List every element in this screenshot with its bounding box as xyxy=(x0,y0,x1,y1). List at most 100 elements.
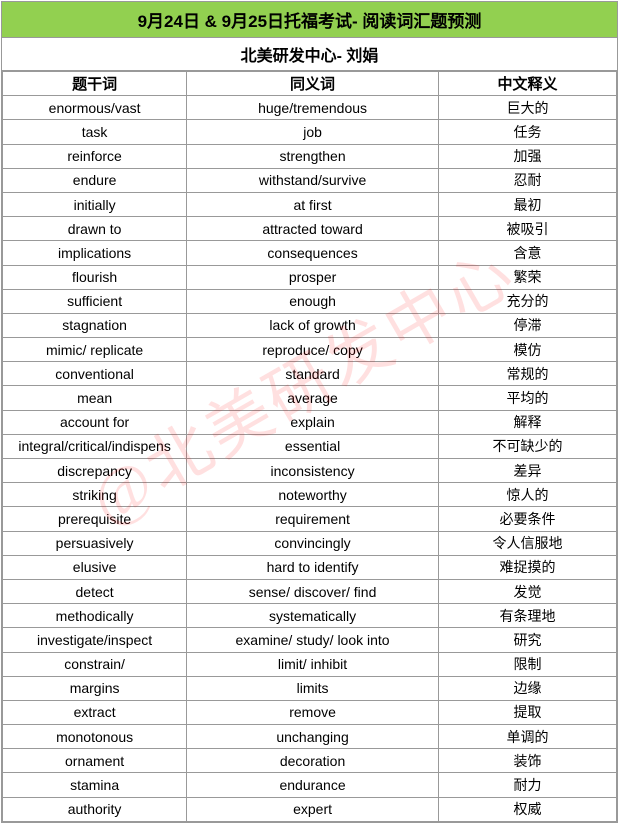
chinese-cell: 平均的 xyxy=(438,386,616,410)
term-cell: implications xyxy=(3,241,187,265)
term-cell: sufficient xyxy=(3,289,187,313)
term-cell: initially xyxy=(3,192,187,216)
synonym-cell: decoration xyxy=(187,749,439,773)
chinese-cell: 权威 xyxy=(438,797,616,821)
chinese-cell: 惊人的 xyxy=(438,483,616,507)
chinese-cell: 充分的 xyxy=(438,289,616,313)
synonym-cell: hard to identify xyxy=(187,555,439,579)
chinese-cell: 令人信服地 xyxy=(438,531,616,555)
chinese-cell: 必要条件 xyxy=(438,507,616,531)
table-row: ornamentdecoration装饰 xyxy=(3,749,617,773)
chinese-cell: 被吸引 xyxy=(438,217,616,241)
synonym-cell: strengthen xyxy=(187,144,439,168)
synonym-cell: attracted toward xyxy=(187,217,439,241)
chinese-cell: 解释 xyxy=(438,410,616,434)
chinese-cell: 提取 xyxy=(438,700,616,724)
chinese-cell: 边缘 xyxy=(438,676,616,700)
chinese-cell: 繁荣 xyxy=(438,265,616,289)
table-row: discrepancyinconsistency差异 xyxy=(3,459,617,483)
term-cell: persuasively xyxy=(3,531,187,555)
chinese-cell: 发觉 xyxy=(438,579,616,603)
synonym-cell: convincingly xyxy=(187,531,439,555)
header-row: 题干词 同义词 中文释义 xyxy=(3,72,617,96)
table-row: extractremove提取 xyxy=(3,700,617,724)
term-cell: monotonous xyxy=(3,725,187,749)
table-row: marginslimits边缘 xyxy=(3,676,617,700)
synonym-cell: prosper xyxy=(187,265,439,289)
synonym-cell: limits xyxy=(187,676,439,700)
term-cell: constrain/ xyxy=(3,652,187,676)
term-cell: flourish xyxy=(3,265,187,289)
term-cell: methodically xyxy=(3,604,187,628)
term-cell: detect xyxy=(3,579,187,603)
chinese-cell: 加强 xyxy=(438,144,616,168)
chinese-cell: 有条理地 xyxy=(438,604,616,628)
synonym-cell: at first xyxy=(187,192,439,216)
term-cell: extract xyxy=(3,700,187,724)
table-row: monotonousunchanging单调的 xyxy=(3,725,617,749)
synonym-cell: unchanging xyxy=(187,725,439,749)
term-cell: enormous/vast xyxy=(3,96,187,120)
synonym-cell: endurance xyxy=(187,773,439,797)
term-cell: ornament xyxy=(3,749,187,773)
synonym-cell: examine/ study/ look into xyxy=(187,628,439,652)
chinese-cell: 耐力 xyxy=(438,773,616,797)
term-cell: discrepancy xyxy=(3,459,187,483)
col-header-chinese: 中文释义 xyxy=(438,72,616,96)
chinese-cell: 模仿 xyxy=(438,338,616,362)
vocab-table-wrap: 9月24日 & 9月25日托福考试- 阅读词汇题预测 北美研发中心- 刘娟 题干… xyxy=(1,1,618,823)
chinese-cell: 停滞 xyxy=(438,313,616,337)
table-row: detectsense/ discover/ find发觉 xyxy=(3,579,617,603)
synonym-cell: withstand/survive xyxy=(187,168,439,192)
term-cell: drawn to xyxy=(3,217,187,241)
term-cell: task xyxy=(3,120,187,144)
table-row: sufficientenough充分的 xyxy=(3,289,617,313)
synonym-cell: standard xyxy=(187,362,439,386)
term-cell: prerequisite xyxy=(3,507,187,531)
synonym-cell: reproduce/ copy xyxy=(187,338,439,362)
synonym-cell: systematically xyxy=(187,604,439,628)
chinese-cell: 限制 xyxy=(438,652,616,676)
synonym-cell: remove xyxy=(187,700,439,724)
synonym-cell: average xyxy=(187,386,439,410)
col-header-synonym: 同义词 xyxy=(187,72,439,96)
table-row: mimic/ replicatereproduce/ copy模仿 xyxy=(3,338,617,362)
chinese-cell: 研究 xyxy=(438,628,616,652)
synonym-cell: huge/tremendous xyxy=(187,96,439,120)
synonym-cell: lack of growth xyxy=(187,313,439,337)
term-cell: conventional xyxy=(3,362,187,386)
table-row: endurewithstand/survive忍耐 xyxy=(3,168,617,192)
chinese-cell: 难捉摸的 xyxy=(438,555,616,579)
term-cell: mean xyxy=(3,386,187,410)
synonym-cell: explain xyxy=(187,410,439,434)
table-row: enormous/vasthuge/tremendous巨大的 xyxy=(3,96,617,120)
synonym-cell: expert xyxy=(187,797,439,821)
synonym-cell: noteworthy xyxy=(187,483,439,507)
table-row: reinforcestrengthen加强 xyxy=(3,144,617,168)
table-row: prerequisiterequirement必要条件 xyxy=(3,507,617,531)
table-row: authorityexpert权威 xyxy=(3,797,617,821)
col-header-term: 题干词 xyxy=(3,72,187,96)
synonym-cell: requirement xyxy=(187,507,439,531)
term-cell: stamina xyxy=(3,773,187,797)
table-row: meanaverage平均的 xyxy=(3,386,617,410)
chinese-cell: 忍耐 xyxy=(438,168,616,192)
table-row: investigate/inspectexamine/ study/ look … xyxy=(3,628,617,652)
table-row: implicationsconsequences含意 xyxy=(3,241,617,265)
synonym-cell: sense/ discover/ find xyxy=(187,579,439,603)
table-row: constrain/limit/ inhibit限制 xyxy=(3,652,617,676)
table-row: elusivehard to identify难捉摸的 xyxy=(3,555,617,579)
table-row: persuasivelyconvincingly令人信服地 xyxy=(3,531,617,555)
chinese-cell: 差异 xyxy=(438,459,616,483)
chinese-cell: 含意 xyxy=(438,241,616,265)
table-row: drawn toattracted toward被吸引 xyxy=(3,217,617,241)
term-cell: stagnation xyxy=(3,313,187,337)
table-row: conventionalstandard常规的 xyxy=(3,362,617,386)
synonym-cell: consequences xyxy=(187,241,439,265)
table-row: stagnationlack of growth停滞 xyxy=(3,313,617,337)
term-cell: investigate/inspect xyxy=(3,628,187,652)
term-cell: integral/critical/indispens xyxy=(3,434,187,458)
table-row: initiallyat first最初 xyxy=(3,192,617,216)
table-row: staminaendurance耐力 xyxy=(3,773,617,797)
term-cell: account for xyxy=(3,410,187,434)
